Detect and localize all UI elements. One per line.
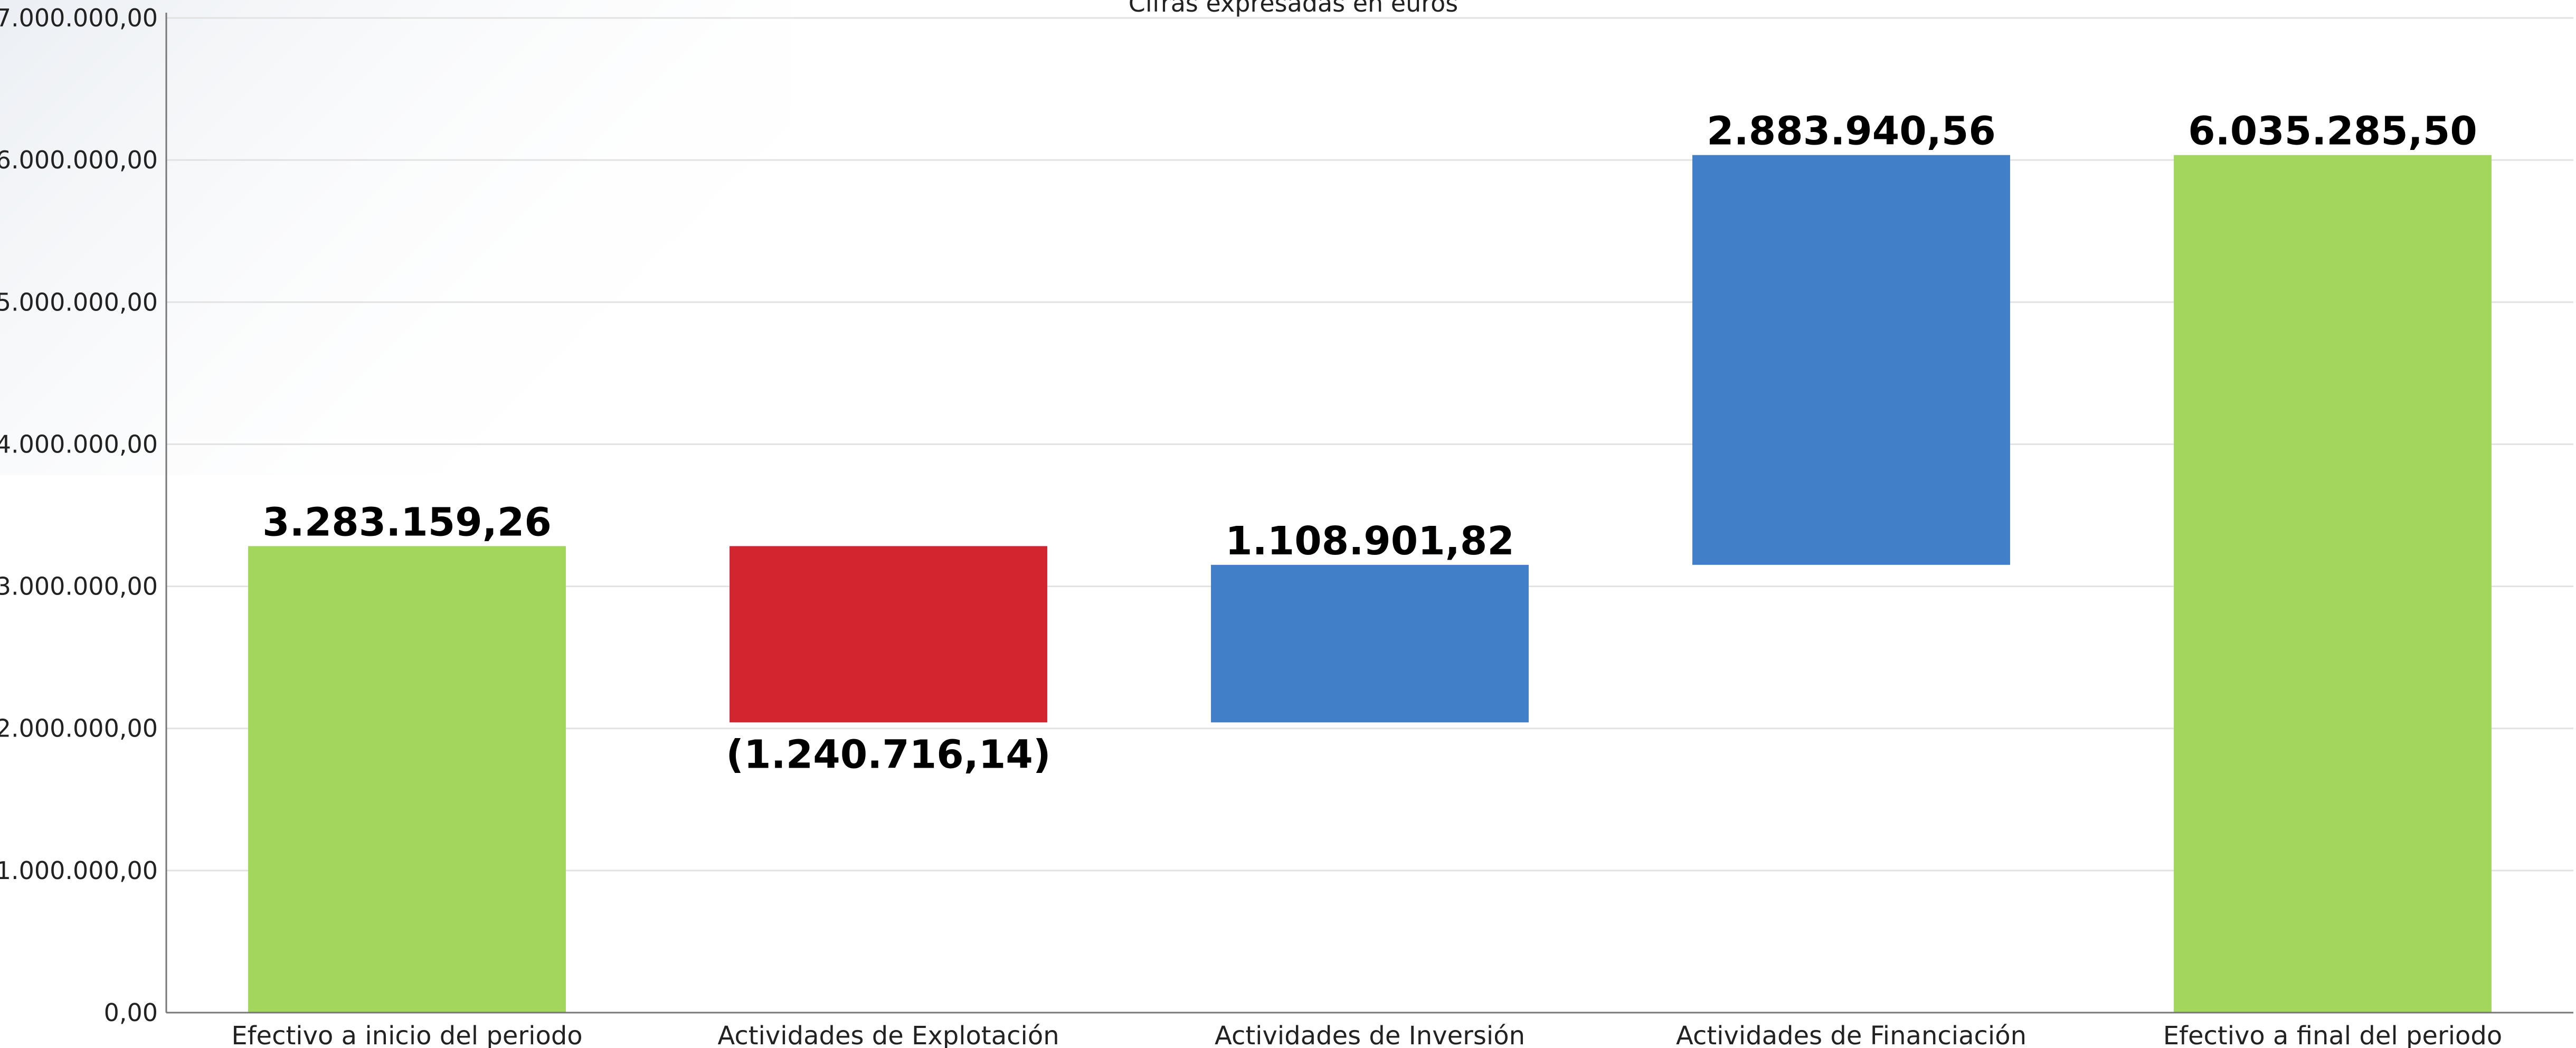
y-tick-label: 4.000.000,00 — [0, 430, 158, 458]
y-tick-label: 1.000.000,00 — [0, 856, 158, 885]
bar — [2174, 155, 2492, 1013]
x-tick-label: Actividades de Financiación — [1676, 1021, 2026, 1048]
chart-subtitle: Cifras expresadas en euros — [1129, 0, 1459, 17]
bar — [1211, 564, 1529, 723]
bar — [248, 546, 566, 1013]
data-label: 6.035.285,50 — [2188, 109, 2477, 154]
bars — [248, 155, 2492, 1013]
x-tick-label: Actividades de Inversión — [1215, 1021, 1525, 1048]
data-label: 3.283.159,26 — [262, 499, 552, 545]
y-tick-label: 6.000.000,00 — [0, 146, 158, 174]
bar — [730, 546, 1047, 723]
x-tick-label: Actividades de Explotación — [717, 1021, 1059, 1048]
data-label: 1.108.901,82 — [1225, 518, 1514, 564]
x-tick-label: Efectivo a final del periodo — [2163, 1021, 2503, 1048]
bar — [1692, 155, 2010, 565]
data-label: 2.883.940,56 — [1707, 109, 1996, 154]
x-tick-label: Efectivo a inicio del periodo — [231, 1021, 582, 1048]
data-label: (1.240.716,14) — [726, 732, 1050, 777]
y-tick-label: 7.000.000,00 — [0, 4, 158, 32]
y-tick-label: 3.000.000,00 — [0, 572, 158, 601]
y-tick-label: 2.000.000,00 — [0, 714, 158, 743]
data-labels: 3.283.159,26 (1.240.716,14) 1.108.901,82 2.… — [262, 109, 2477, 778]
y-tick-label: 5.000.000,00 — [0, 288, 158, 316]
x-axis-ticks: Efectivo a inicio del periodo Actividades… — [231, 1021, 2502, 1048]
y-axis-ticks: 0,00 1.000.000,00 2.000.000,00 3.000.000,00… — [0, 4, 158, 1027]
background-shading — [0, 0, 792, 475]
y-tick-label: 0,00 — [104, 998, 158, 1027]
